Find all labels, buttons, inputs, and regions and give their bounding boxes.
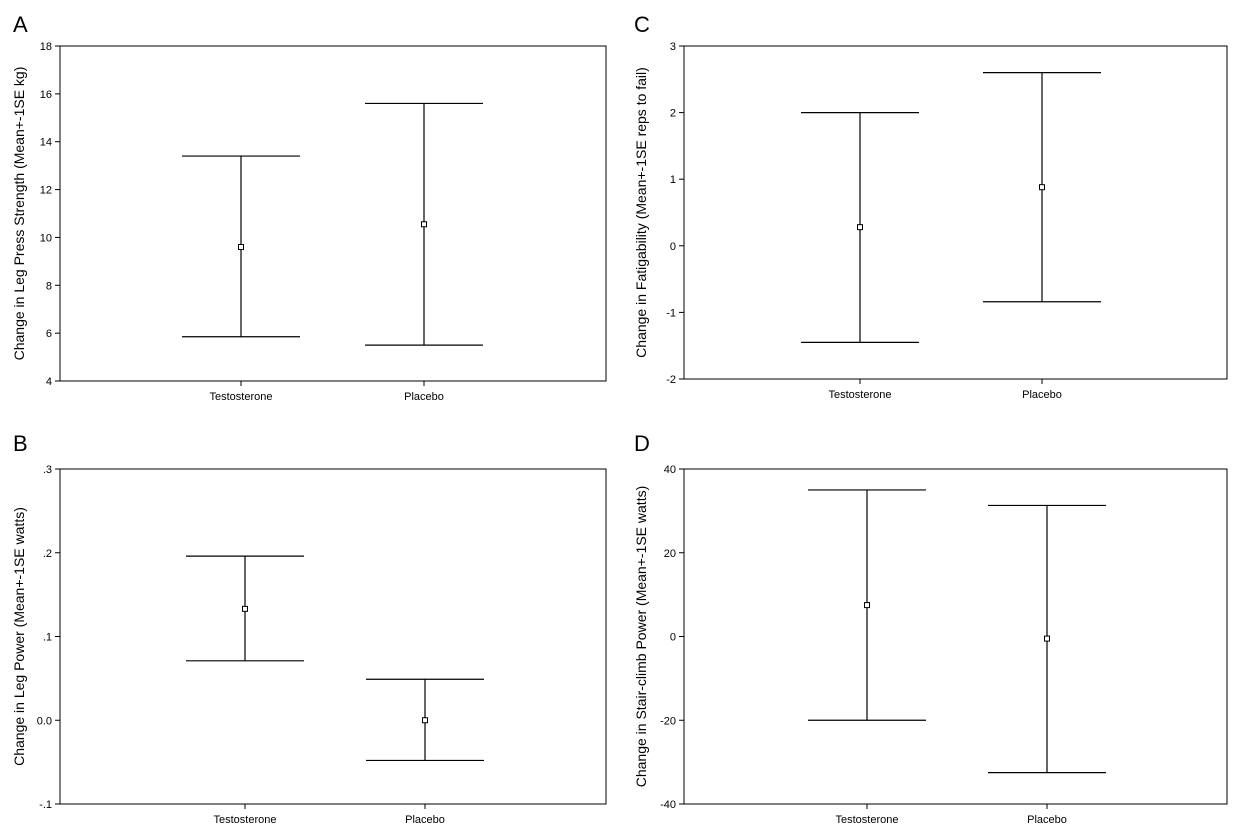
- mean-marker: [1044, 635, 1050, 642]
- mean-marker: [422, 717, 428, 724]
- panel-letter: C: [634, 12, 650, 37]
- y-axis-label: Change in Stair-climb Power (Mean+-1SE w…: [633, 486, 649, 788]
- y-tick-label: 12: [40, 185, 52, 197]
- mean-marker: [1039, 184, 1045, 191]
- y-axis-label: Change in Leg Power (Mean+-1SE watts): [11, 507, 27, 766]
- panel-letter: D: [634, 431, 650, 456]
- y-axis-label: Change in Fatigability (Mean+-1SE reps t…: [633, 67, 649, 358]
- x-tick-label: Testosterone: [836, 814, 899, 826]
- panel-d: D -40 -20 0 20 40 Change in Stair-climb Power …: [633, 431, 1228, 826]
- y-tick-label: -2: [666, 374, 676, 386]
- panel-b: B -.1 0.0 .1 .2 .3 Change in Leg Power (Mean+-…: [11, 431, 607, 826]
- y-tick-label: 8: [46, 280, 52, 292]
- x-tick-label: Testosterone: [214, 814, 277, 826]
- panel-letter: B: [13, 431, 28, 456]
- y-tick-label: 6: [46, 328, 52, 340]
- y-tick-label: -.1: [39, 799, 52, 811]
- plot-frame: [59, 45, 607, 382]
- y-tick-label: 4: [46, 376, 52, 388]
- x-tick-label: Testosterone: [829, 389, 892, 401]
- mean-marker: [238, 244, 244, 250]
- y-tick-label: 40: [664, 464, 676, 476]
- x-tick-label: Testosterone: [210, 391, 273, 403]
- y-tick-label: 3: [670, 41, 676, 53]
- y-tick-label: 16: [40, 89, 52, 101]
- panel-letter: A: [13, 12, 28, 37]
- y-tick-label: 0: [670, 632, 676, 644]
- y-tick-label: -40: [660, 799, 676, 811]
- y-tick-label: 0.0: [37, 715, 52, 727]
- panel-a: A 4 6 8 10 12 14 16 18 Change in Leg Press Streng…: [11, 12, 607, 403]
- y-tick-label: .3: [43, 464, 52, 476]
- panel-c: C -2 -1 0 1 2 3 Change in Fatigability (Mean+-1…: [633, 12, 1228, 401]
- y-tick-label: .2: [43, 548, 52, 560]
- x-tick-label: Placebo: [1027, 814, 1067, 826]
- x-tick-label: Placebo: [405, 814, 445, 826]
- y-tick-label: 14: [40, 137, 52, 149]
- y-tick-label: .1: [43, 632, 52, 644]
- y-tick-label: 2: [670, 108, 676, 120]
- x-tick-label: Placebo: [1022, 389, 1062, 401]
- mean-marker: [864, 602, 870, 609]
- y-tick-label: 0: [670, 241, 676, 253]
- plot-frame: [683, 468, 1228, 805]
- mean-marker: [242, 605, 248, 612]
- plot-frame: [59, 468, 607, 805]
- plot-frame: [683, 45, 1228, 380]
- y-tick-label: 1: [670, 174, 676, 186]
- y-tick-label: 20: [664, 548, 676, 560]
- mean-marker: [421, 221, 427, 228]
- y-tick-label: -20: [660, 715, 676, 727]
- x-tick-label: Placebo: [404, 391, 444, 403]
- y-axis-label: Change in Leg Press Strength (Mean+-1SE …: [11, 67, 27, 361]
- y-tick-label: 18: [40, 41, 52, 53]
- mean-marker: [857, 224, 863, 231]
- y-tick-label: -1: [666, 307, 676, 319]
- y-tick-label: 10: [40, 232, 52, 244]
